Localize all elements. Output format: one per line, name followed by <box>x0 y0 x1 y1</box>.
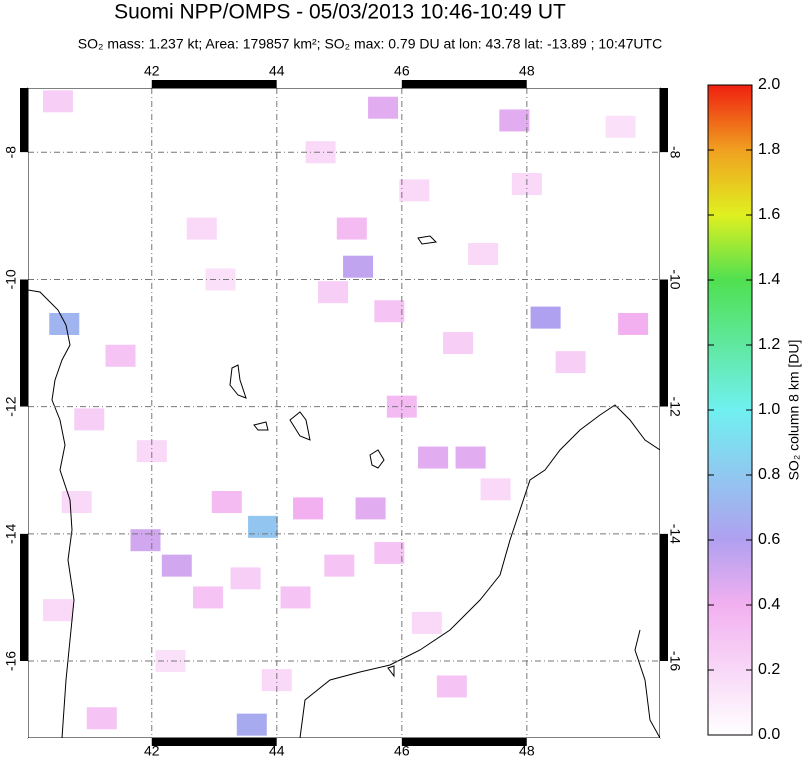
so2-pixel <box>49 312 80 335</box>
lon-tick-label: 46 <box>394 63 410 79</box>
so2-pixel <box>436 675 467 698</box>
colorbar-tick-label: 2.0 <box>758 76 780 93</box>
colorbar-tick-label: 1.2 <box>758 336 780 353</box>
island <box>229 364 247 399</box>
island <box>369 449 385 469</box>
lon-tick-label: 42 <box>144 63 160 79</box>
so2-pixel <box>468 242 499 265</box>
so2-pixel <box>230 567 261 590</box>
subtitle: SO₂ mass: 1.237 kt; Area: 179857 km²; SO… <box>78 36 662 52</box>
so2-pixel <box>605 115 636 138</box>
island <box>253 421 269 431</box>
lon-tick-label: 44 <box>269 63 285 79</box>
lon-tick-label: 42 <box>144 743 160 759</box>
so2-pixel <box>61 491 92 514</box>
lat-tick-label: -16 <box>3 651 19 671</box>
so2-pixel <box>368 96 399 119</box>
madagascar-coast <box>299 404 660 738</box>
so2-pixel <box>374 300 405 323</box>
map-area <box>28 88 660 738</box>
island <box>387 665 395 678</box>
so2-pixel <box>280 586 311 609</box>
lat-tick-label: -12 <box>667 397 683 417</box>
lat-tick-label: -10 <box>3 269 19 289</box>
so2-pixel <box>43 599 74 622</box>
colorbar-tick-label: 1.4 <box>758 271 780 288</box>
so2-pixel <box>205 268 236 291</box>
so2-pixel <box>130 529 161 552</box>
so2-pixel <box>211 491 242 514</box>
so2-pixel <box>499 109 530 132</box>
so2-pixel <box>443 332 474 355</box>
so2-pixel <box>530 306 561 329</box>
frame-bars <box>20 80 668 746</box>
lat-tick-label: -8 <box>667 146 683 159</box>
colorbar-tick-label: 0.4 <box>758 596 780 613</box>
so2-pixel <box>355 497 386 520</box>
so2-pixel <box>136 440 167 463</box>
so2-pixel <box>399 179 430 202</box>
so2-pixel <box>161 554 192 577</box>
lat-tick-label: -16 <box>667 651 683 671</box>
colorbar <box>707 84 753 736</box>
lon-tick-label: 48 <box>519 743 535 759</box>
so2-pixel <box>105 344 136 367</box>
colorbar-tick-label: 0.8 <box>758 466 780 483</box>
lat-tick-label: -14 <box>3 524 19 544</box>
so2-pixel <box>305 141 336 164</box>
lat-tick-label: -10 <box>667 269 683 289</box>
so2-pixel <box>293 497 324 520</box>
so2-pixel <box>374 541 405 564</box>
title: Suomi NPP/OMPS - 05/03/2013 10:46-10:49 … <box>114 1 566 24</box>
colorbar-tick-label: 1.0 <box>758 401 780 418</box>
so2-pixel <box>555 351 586 374</box>
coastlines <box>28 235 660 738</box>
so2-pixel <box>248 515 279 538</box>
so2-pixel <box>455 446 486 469</box>
colorbar-tick-label: 0.0 <box>758 726 780 743</box>
madagascar-east <box>634 629 660 738</box>
so2-pixel <box>343 255 374 278</box>
colorbar-tick-label: 0.6 <box>758 531 780 548</box>
so2-pixel <box>193 586 224 609</box>
so2-pixel <box>480 478 511 501</box>
so2-pixel <box>324 554 355 577</box>
colorbar-tick-label: 1.8 <box>758 141 780 158</box>
africa-coast <box>28 289 75 738</box>
lat-tick-label: -14 <box>667 524 683 544</box>
island <box>289 411 311 441</box>
colorbar-tick-label: 1.6 <box>758 206 780 223</box>
so2-pixel <box>186 217 217 240</box>
so2-pixel <box>43 90 74 113</box>
lat-tick-label: -12 <box>3 396 19 416</box>
so2-pixel <box>336 217 367 240</box>
so2-pixel <box>418 446 449 469</box>
lon-tick-label: 44 <box>269 743 285 759</box>
colorbar-label: SO₂ column 8 km [DU] <box>786 340 802 481</box>
so2-pixel <box>236 713 267 736</box>
so2-pixel <box>86 707 117 730</box>
so2-pixel <box>155 650 186 673</box>
so2-pixel <box>261 669 292 692</box>
tile-layer <box>43 90 649 736</box>
colorbar-tick-label: 0.2 <box>758 661 780 678</box>
so2-pixel <box>74 408 105 431</box>
island <box>417 235 438 245</box>
so2-pixel <box>618 312 649 335</box>
so2-pixel <box>318 281 349 304</box>
lon-tick-label: 48 <box>519 63 535 79</box>
so2-pixel <box>411 611 442 634</box>
lon-tick-label: 46 <box>394 743 410 759</box>
lat-tick-label: -8 <box>3 146 19 159</box>
grid-layer <box>28 88 660 738</box>
